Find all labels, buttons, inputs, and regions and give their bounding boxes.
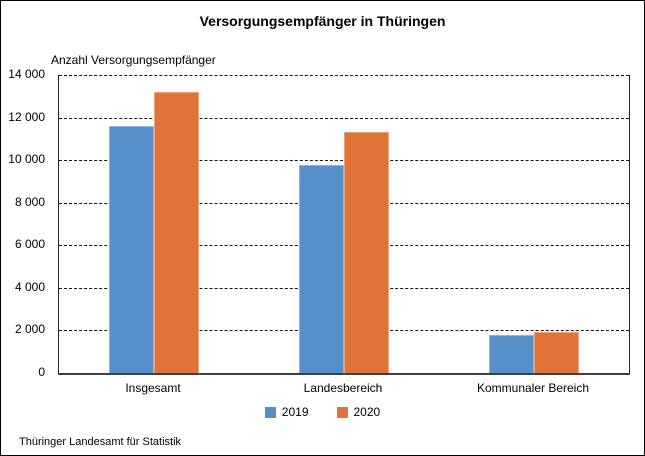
chart-title: Versorgungsempfänger in Thüringen — [199, 13, 446, 29]
legend-item-2019: 2019 — [264, 405, 309, 419]
bar-2019-kommunaler-bereich — [489, 334, 534, 373]
y-tick-label: 14 000 — [8, 67, 45, 81]
y-tick-label: 8 000 — [14, 194, 45, 209]
plot-area — [58, 75, 630, 375]
y-tick-label: 2 000 — [14, 322, 45, 337]
source-credit: Thüringer Landesamt für Statistik — [19, 436, 182, 448]
bar-2019-insgesamt — [109, 126, 154, 373]
legend-swatch-icon — [264, 406, 276, 418]
gridline-12000 — [59, 117, 629, 119]
legend-label: 2020 — [353, 405, 381, 419]
legend-item-2020: 2020 — [336, 405, 381, 419]
y-tick-label: 12 000 — [8, 109, 45, 124]
x-category-label: Insgesamt — [125, 381, 181, 395]
y-tick-label: 10 000 — [8, 152, 45, 167]
y-tick-label: 6 000 — [14, 237, 45, 252]
x-category-label: Landesbereich — [303, 381, 383, 395]
y-tick-label: 4 000 — [14, 279, 45, 294]
y-axis-title: Anzahl Versorgungsempfänger — [51, 53, 216, 67]
legend-label: 2019 — [281, 405, 309, 419]
y-tick-label: 0 — [38, 365, 45, 379]
bar-2020-landesbereich — [344, 132, 389, 373]
gridline-14000 — [59, 75, 629, 76]
bar-2019-landesbereich — [299, 165, 344, 373]
bar-2020-kommunaler-bereich — [534, 331, 579, 373]
legend: 2019 2020 — [1, 405, 644, 419]
bar-2020-insgesamt — [154, 92, 199, 373]
legend-swatch-icon — [336, 406, 348, 418]
x-category-label: Kommunaler Bereich — [476, 381, 590, 395]
